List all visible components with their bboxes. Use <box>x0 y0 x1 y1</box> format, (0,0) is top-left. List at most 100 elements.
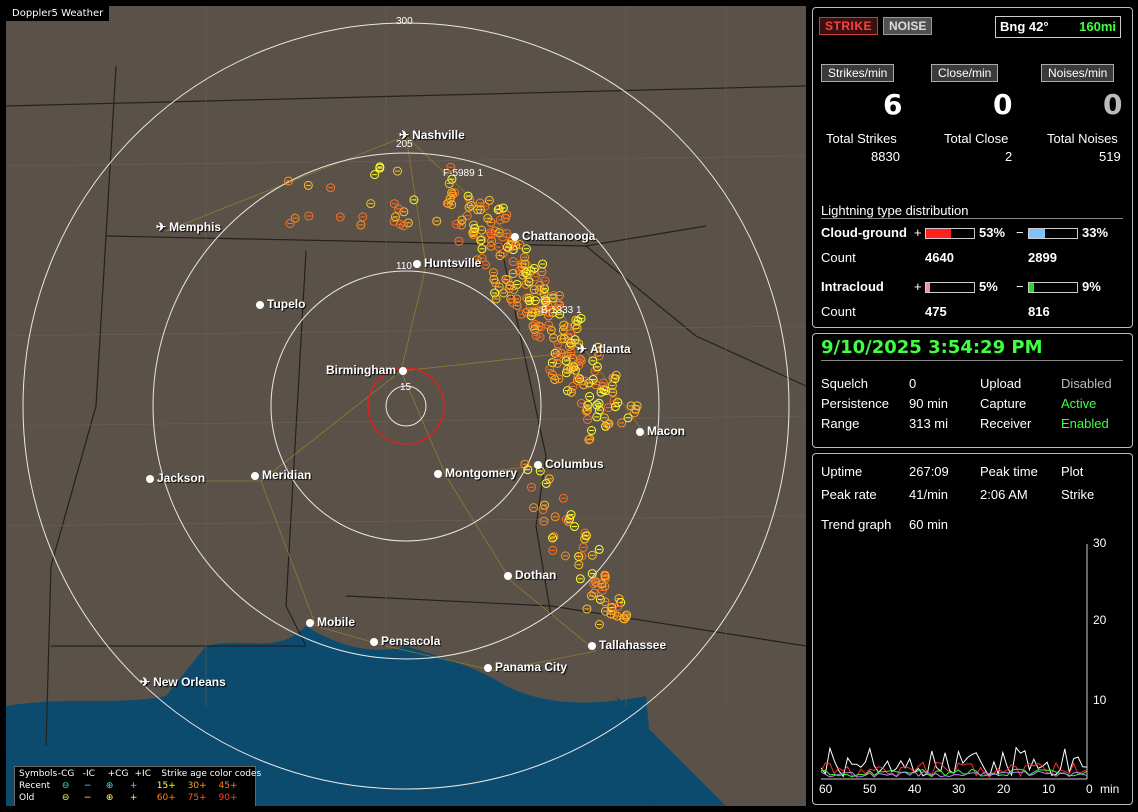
total-noises-value: 519 <box>1099 149 1121 164</box>
range-value: 160mi <box>1079 19 1116 34</box>
city-dot-icon <box>534 461 542 469</box>
city-panama-city: Panama City <box>484 660 567 674</box>
plot-value[interactable]: Strike <box>1061 487 1095 502</box>
intracloud-label: Intracloud <box>821 279 884 294</box>
squelch-value: 0 <box>909 376 917 391</box>
total-close-value: 2 <box>1005 149 1013 164</box>
city-nashville: ✈ Nashville <box>399 128 465 142</box>
city-dot-icon <box>511 233 519 241</box>
cloud-ground-label: Cloud-ground <box>821 225 907 240</box>
minus-sign: − <box>1016 279 1024 294</box>
squelch-label: Squelch <box>821 376 868 391</box>
total-strikes-label: Total Strikes <box>826 131 897 146</box>
noises-per-min-button[interactable]: Noises/min <box>1041 64 1115 82</box>
map-legend: Symbols -CG -IC +CG +IC Strike age color… <box>14 766 261 806</box>
noises-per-min-value: 0 <box>1103 88 1123 121</box>
capture-status[interactable]: Active <box>1061 396 1097 411</box>
close-per-min-button[interactable]: Close/min <box>931 64 999 82</box>
minus-sign: − <box>1016 225 1024 240</box>
x-tick-label: 50 <box>863 782 877 796</box>
capture-label: Capture <box>980 396 1027 411</box>
upload-status[interactable]: Disabled <box>1061 376 1112 391</box>
upload-label: Upload <box>980 376 1022 391</box>
ic-positive-pct: 5% <box>979 279 998 294</box>
distribution-title: Lightning type distribution <box>821 203 969 218</box>
bearing-range-readout: Bng 42° 160mi <box>995 16 1121 38</box>
city-dot-icon <box>413 260 421 268</box>
city-dot-icon <box>504 572 512 580</box>
ic-positive-bar <box>925 282 975 293</box>
peak-rate-label: Peak rate <box>821 487 877 502</box>
timestamp: 9/10/2025 3:54:29 PM <box>821 337 1043 358</box>
x-tick-label: 0 <box>1086 782 1093 796</box>
total-strikes-value: 8830 <box>871 149 900 164</box>
trend-graph-value: 60 min <box>909 517 949 532</box>
count-label: Count <box>821 250 856 265</box>
uptime-label: Uptime <box>821 464 863 479</box>
plus-sign: + <box>914 279 922 294</box>
peak-rate-value: 41/min <box>909 487 949 502</box>
trend-panel: Uptime 267:09 Peak time Plot Peak rate 4… <box>812 453 1133 805</box>
city-dothan: Dothan <box>504 568 556 582</box>
range-ring-label: 300 <box>396 16 413 27</box>
app-title: Doppler5 Weather <box>6 6 110 21</box>
strikes-per-min-button[interactable]: Strikes/min <box>821 64 895 82</box>
bearing-value: Bng 42° <box>1000 19 1049 34</box>
city-tupelo: Tupelo <box>256 297 305 311</box>
range-ring-label: 205 <box>396 139 413 150</box>
plus-sign: + <box>914 225 922 240</box>
city-jackson: Jackson <box>146 471 205 485</box>
total-close-label: Total Close <box>944 131 1009 146</box>
city-dot-icon <box>370 638 378 646</box>
range-setting-value: 313 mi <box>909 416 949 431</box>
city-dot-icon <box>306 619 314 627</box>
cg-positive-count: 4640 <box>925 250 954 265</box>
divider <box>821 218 1123 219</box>
ic-positive-count: 475 <box>925 304 947 319</box>
x-tick-label: 10 <box>1042 782 1056 796</box>
strike-stats-panel: STRIKE NOISE Bng 42° 160mi Strikes/min C… <box>812 7 1133 328</box>
range-ring-label: 15 <box>400 382 412 393</box>
receiver-status[interactable]: Enabled <box>1061 416 1109 431</box>
storm-marker-label: F-5989 1 <box>443 168 484 179</box>
city-dot-icon <box>256 301 264 309</box>
x-tick-label: 60 <box>819 782 833 796</box>
count-label: Count <box>821 304 856 319</box>
ic-negative-pct: 9% <box>1082 279 1101 294</box>
city-meridian: Meridian <box>251 468 311 482</box>
radar-map[interactable]: Doppler5 Weather 300 205 110 15 F-5989 1… <box>6 6 806 806</box>
city-dot-icon <box>434 470 442 478</box>
city-atlanta: ✈ Atlanta <box>577 342 631 356</box>
peak-time-label: Peak time <box>980 464 1038 479</box>
city-chattanooga: Chattanooga <box>511 229 595 243</box>
settings-panel: 9/10/2025 3:54:29 PM Squelch 0 Upload Di… <box>812 333 1133 448</box>
city-new-orleans: ✈ New Orleans <box>140 675 226 689</box>
city-tallahassee: Tallahassee <box>588 638 666 652</box>
receiver-label: Receiver <box>980 416 1032 431</box>
city-columbus: Columbus <box>534 457 604 471</box>
city-dot-icon <box>588 642 596 650</box>
total-noises-label: Total Noises <box>1047 131 1118 146</box>
cg-negative-count: 2899 <box>1028 250 1057 265</box>
y-tick-label: 10 <box>1093 693 1107 707</box>
city-macon: Macon <box>636 424 685 438</box>
ic-negative-bar <box>1028 282 1078 293</box>
airport-icon: ✈ <box>140 675 151 689</box>
noise-mode-button[interactable]: NOISE <box>883 17 933 35</box>
city-huntsville: Huntsville <box>413 256 481 270</box>
y-tick-label: 30 <box>1093 536 1107 550</box>
x-tick-label: 20 <box>997 782 1011 796</box>
persistence-value: 90 min <box>909 396 949 411</box>
x-tick-label: 30 <box>952 782 966 796</box>
trend-graph <box>820 544 1088 780</box>
city-dot-icon <box>399 367 408 375</box>
trend-graph-label: Trend graph <box>821 517 892 532</box>
x-unit-label: min <box>1100 782 1120 796</box>
airport-icon: ✈ <box>399 128 410 142</box>
city-mobile: Mobile <box>306 615 355 629</box>
map-canvas <box>6 6 806 806</box>
storm-marker-label: B-1333 1 <box>541 305 582 316</box>
cg-positive-bar <box>925 228 975 239</box>
x-tick-label: 40 <box>908 782 922 796</box>
strike-mode-button[interactable]: STRIKE <box>819 17 879 35</box>
